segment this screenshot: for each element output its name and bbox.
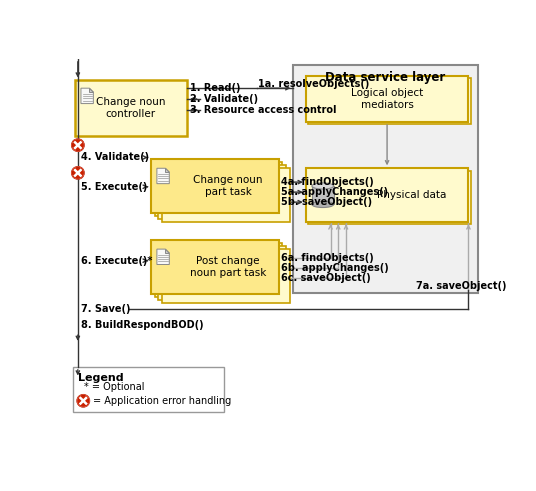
Bar xyxy=(151,159,279,213)
Bar xyxy=(159,246,286,300)
Ellipse shape xyxy=(312,201,333,208)
Bar xyxy=(308,170,471,224)
Text: 4. Validate(): 4. Validate() xyxy=(81,153,156,163)
Text: 8. BuildRespondBOD(): 8. BuildRespondBOD() xyxy=(81,320,204,329)
Text: 1a. resolveObjects(): 1a. resolveObjects() xyxy=(258,79,370,88)
Text: 6. Execute()*: 6. Execute()* xyxy=(81,256,159,266)
Bar xyxy=(293,65,478,293)
Text: 1. Read(): 1. Read() xyxy=(190,83,241,93)
Text: 6a. findObjects(): 6a. findObjects() xyxy=(281,252,374,263)
Polygon shape xyxy=(166,168,169,172)
Polygon shape xyxy=(90,88,93,92)
Text: 2. Validate(): 2. Validate() xyxy=(190,94,258,104)
Circle shape xyxy=(77,395,90,407)
Polygon shape xyxy=(157,168,169,184)
Text: 5a. applyChanges(): 5a. applyChanges() xyxy=(281,187,388,197)
Bar xyxy=(154,162,282,216)
Bar xyxy=(151,240,279,294)
Bar xyxy=(162,168,290,222)
Bar xyxy=(312,186,333,204)
Text: Logical object
mediators: Logical object mediators xyxy=(351,88,423,110)
Polygon shape xyxy=(157,249,169,265)
Text: Post change
noun part task: Post change noun part task xyxy=(190,256,266,277)
Text: Physical data: Physical data xyxy=(377,190,446,200)
Text: 5. Execute(): 5. Execute() xyxy=(81,182,154,192)
Circle shape xyxy=(72,167,84,179)
Bar xyxy=(306,76,468,122)
Polygon shape xyxy=(81,88,93,104)
Circle shape xyxy=(72,139,84,151)
Text: 4a. findObjects(): 4a. findObjects() xyxy=(281,177,374,187)
Text: 6b. applyChanges(): 6b. applyChanges() xyxy=(281,263,389,273)
Text: Change noun
controller: Change noun controller xyxy=(96,97,165,119)
Text: 7. Save(): 7. Save() xyxy=(81,304,130,314)
Polygon shape xyxy=(166,249,169,253)
Bar xyxy=(154,243,282,297)
Text: Legend: Legend xyxy=(78,373,123,383)
Text: 6c. saveObject(): 6c. saveObject() xyxy=(281,273,371,283)
Text: 5b. saveObject(): 5b. saveObject() xyxy=(281,197,372,207)
Text: = Application error handling: = Application error handling xyxy=(93,396,232,406)
Text: * = Optional: * = Optional xyxy=(84,382,145,392)
Bar xyxy=(73,367,225,411)
Bar xyxy=(162,249,290,303)
Bar xyxy=(308,78,471,124)
Bar xyxy=(75,81,187,136)
Bar xyxy=(306,168,468,222)
Bar xyxy=(159,165,286,219)
Ellipse shape xyxy=(312,183,333,189)
Text: 3. Resource access control: 3. Resource access control xyxy=(190,105,337,115)
Text: 7a. saveObject(): 7a. saveObject() xyxy=(416,281,506,291)
Text: Data service layer: Data service layer xyxy=(325,71,445,84)
Text: Change noun
part task: Change noun part task xyxy=(193,175,263,197)
